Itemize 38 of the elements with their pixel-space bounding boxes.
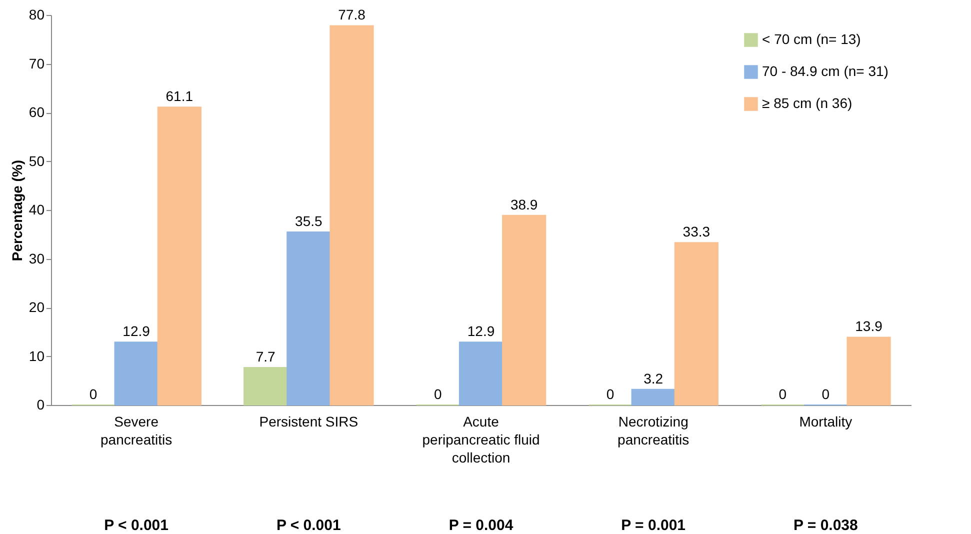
data-label: 0 (89, 386, 98, 402)
x-tick-label: Persistent SIRS (259, 414, 358, 430)
y-tick-label: 0 (36, 396, 45, 412)
y-tick-label: 80 (28, 6, 45, 22)
text: P < 0.001 (104, 517, 168, 534)
data-label: 35.5 (295, 212, 322, 229)
text: P = 0.038 (794, 517, 858, 534)
text: P < 0.001 (276, 517, 341, 534)
y-axis-title: Percentage (%) (8, 160, 25, 262)
data-label: 3.2 (644, 370, 664, 386)
data-label: 0 (822, 386, 830, 402)
data-label: 77.8 (338, 6, 366, 23)
legend-label: < 70 cm (n= 13) (762, 31, 861, 47)
data-label: 0 (778, 386, 787, 402)
text: P = 0.001 (621, 517, 686, 534)
data-label: 13.9 (855, 318, 883, 334)
text: P = 0.004 (448, 517, 514, 534)
legend-label: ≥ 85 cm (n 36) (762, 95, 852, 111)
data-label: 12.9 (122, 323, 150, 340)
data-label: 38.9 (510, 196, 538, 212)
data-label: 33.3 (682, 224, 710, 240)
x-tick-label: Acute peripancreatic fluid collection (422, 414, 540, 466)
y-tick-label: 20 (28, 299, 45, 315)
x-tick-label: Severe pancreatitis (100, 414, 172, 448)
x-tick-label: Necrotizing pancreatitis (618, 414, 690, 448)
data-label: 0 (606, 386, 614, 402)
data-label: 7.7 (256, 348, 276, 364)
data-label: 12.9 (467, 323, 495, 340)
legend-label: 70 - 84.9 cm (n= 31) (762, 63, 888, 79)
data-label: 0 (434, 386, 442, 402)
y-tick-label: 40 (28, 202, 45, 218)
y-tick-label: 70 (28, 55, 45, 72)
data-label: 61.1 (166, 88, 194, 104)
y-tick-label: 50 (28, 152, 45, 169)
y-tick-label: 30 (28, 250, 45, 266)
y-tick-label: 60 (28, 104, 45, 120)
y-tick-label: 10 (28, 348, 45, 364)
x-tick-label: Mortality (799, 414, 852, 430)
